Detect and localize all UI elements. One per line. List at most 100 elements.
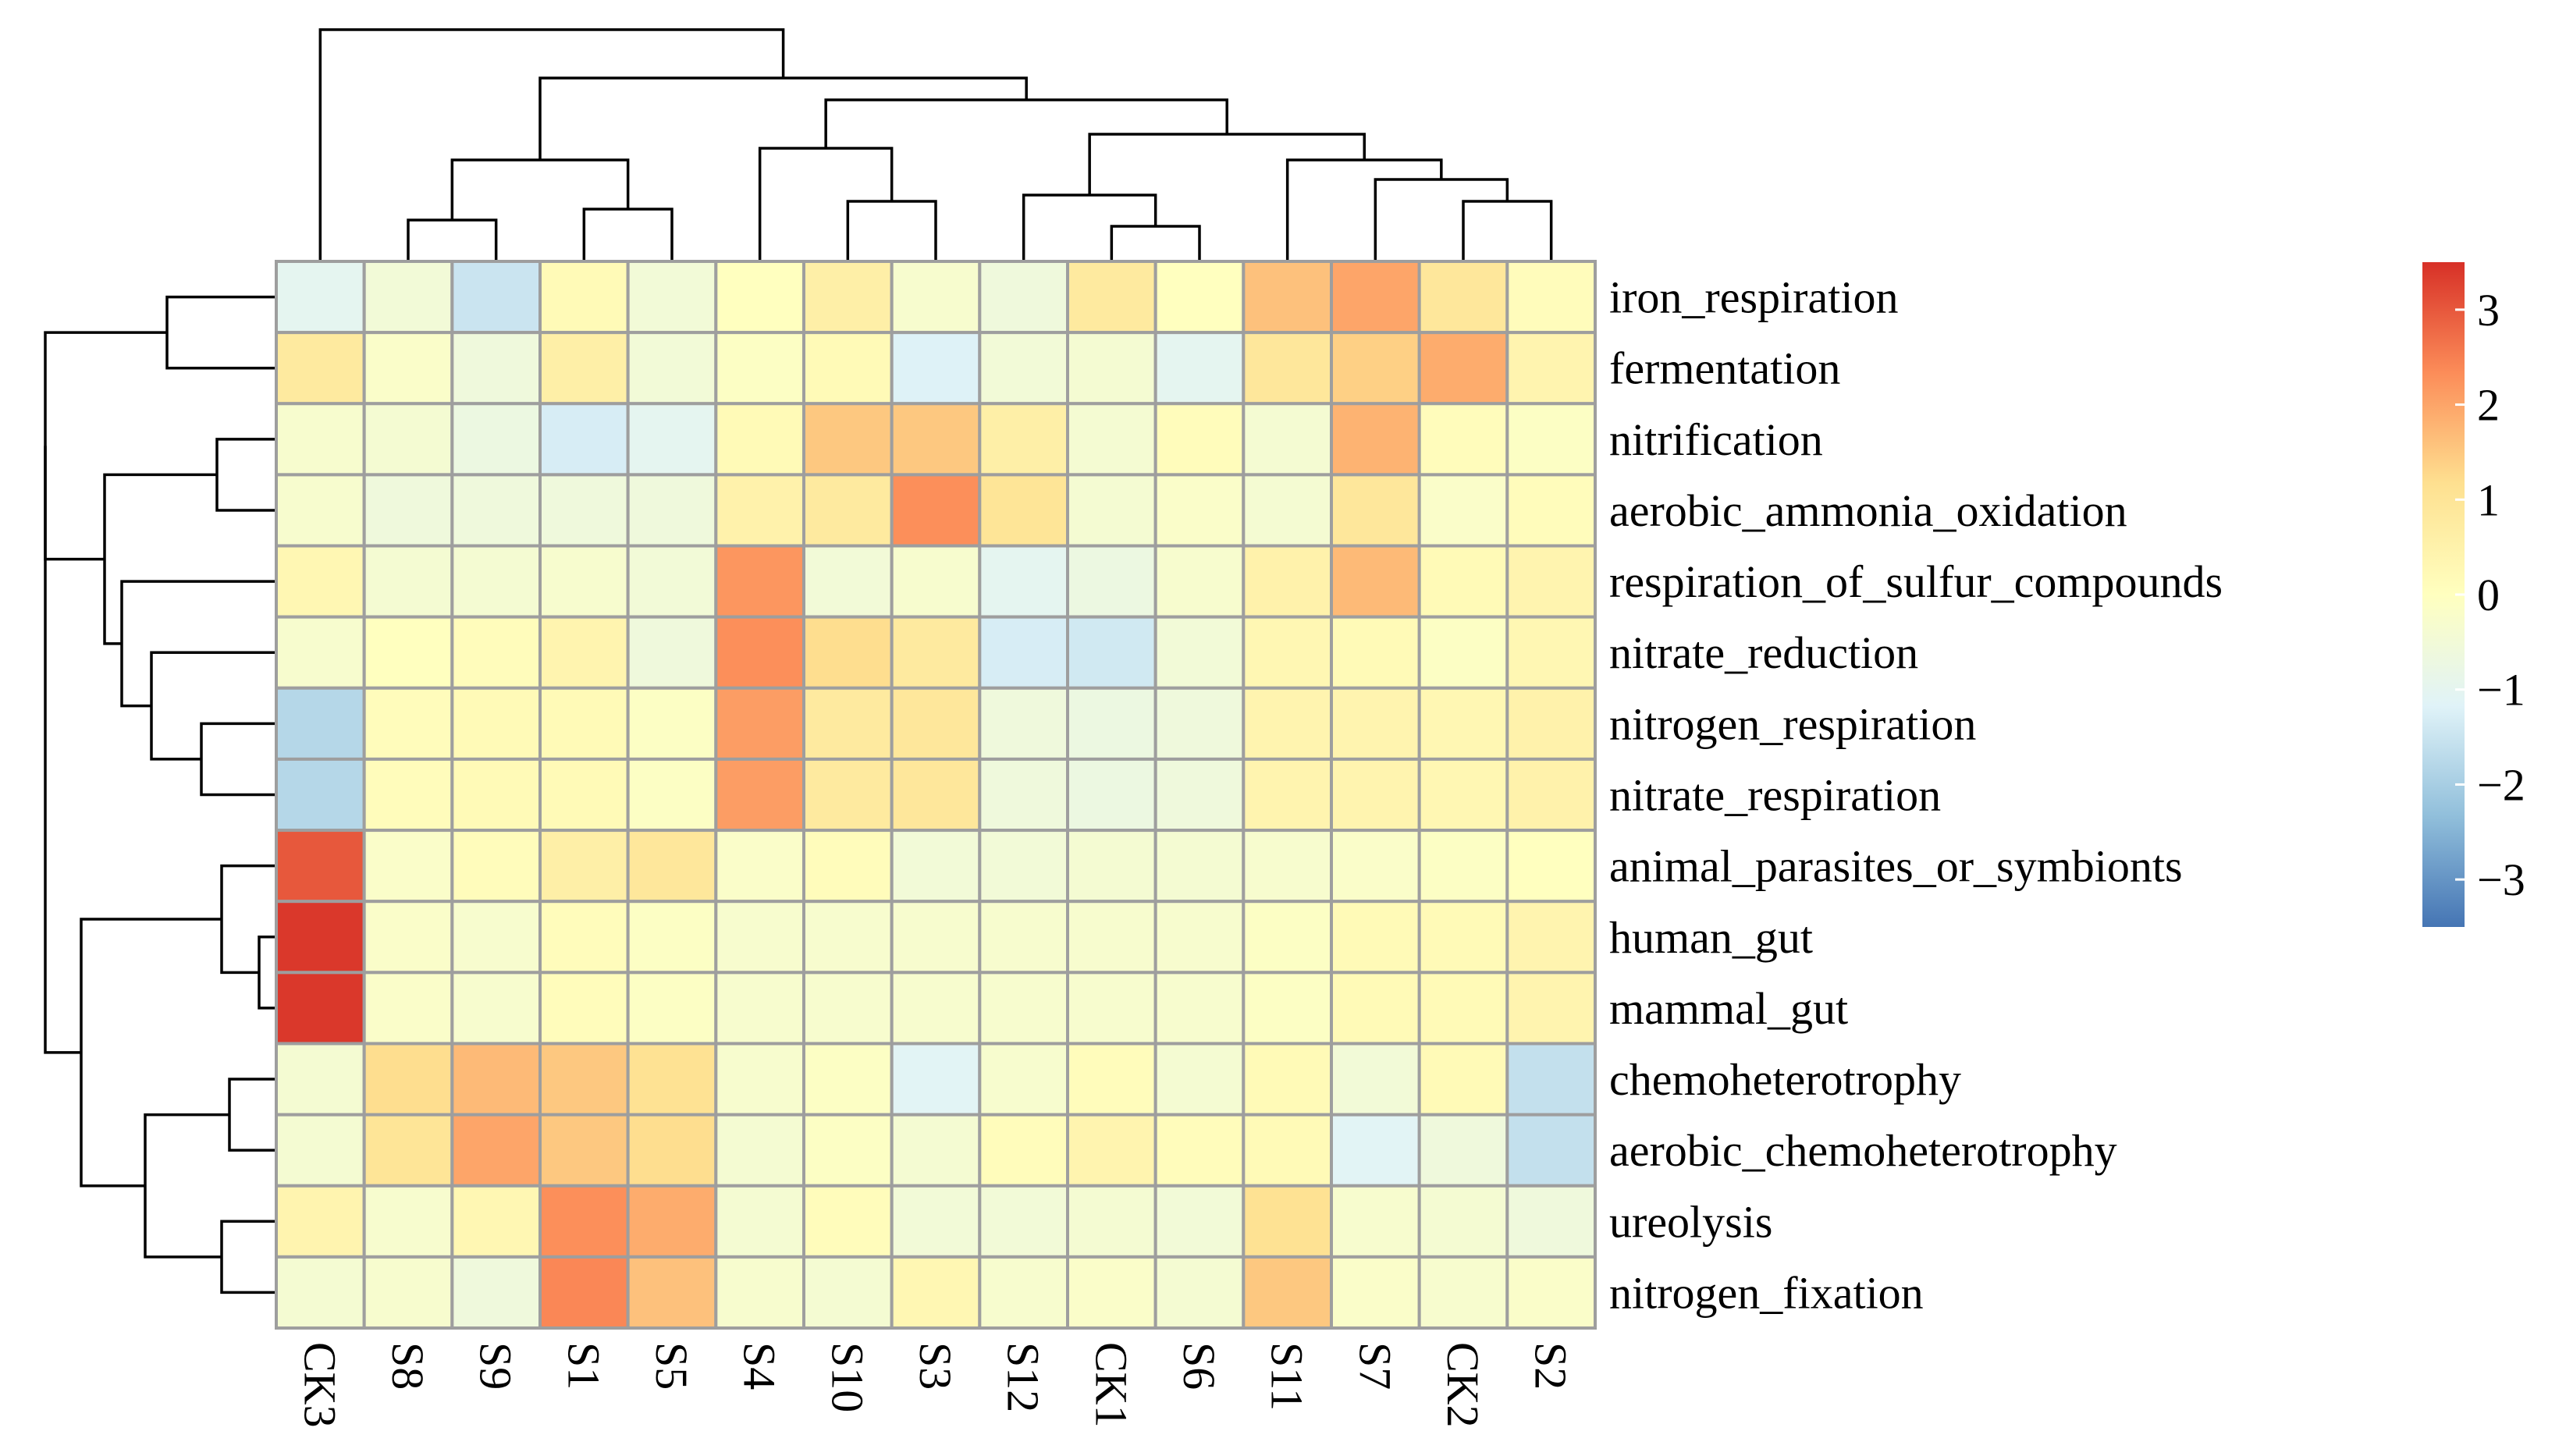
heatmap-cell bbox=[890, 1113, 982, 1188]
column-label: S6 bbox=[1174, 1342, 1224, 1390]
heatmap-cell bbox=[978, 260, 1070, 335]
heatmap-cell bbox=[1242, 260, 1334, 335]
row-label: mammal_gut bbox=[1609, 983, 1848, 1034]
row-dendrogram bbox=[44, 295, 276, 1294]
heatmap-cell bbox=[1505, 260, 1598, 335]
heatmap-cell bbox=[538, 686, 630, 761]
heatmap-cell bbox=[538, 829, 630, 904]
heatmap-cell bbox=[978, 971, 1070, 1046]
heatmap-cell bbox=[1417, 260, 1509, 335]
row-label: iron_respiration bbox=[1609, 272, 1898, 323]
heatmap-cell bbox=[714, 260, 805, 335]
heatmap-cell bbox=[275, 473, 366, 548]
heatmap-cell bbox=[538, 331, 630, 406]
heatmap-cell bbox=[538, 402, 630, 477]
column-label: S4 bbox=[734, 1342, 785, 1390]
heatmap-cell bbox=[1153, 1113, 1246, 1188]
heatmap-cell bbox=[1417, 1184, 1509, 1259]
heatmap-cell bbox=[1242, 1255, 1334, 1330]
heatmap-cell bbox=[450, 900, 542, 975]
row-label: human_gut bbox=[1609, 912, 1813, 963]
heatmap-cell bbox=[890, 615, 982, 690]
heatmap-cell bbox=[1066, 1042, 1157, 1117]
row-label: aerobic_chemoheterotrophy bbox=[1609, 1125, 2117, 1176]
column-labels: CK3 S8 S9 S1 S5 S4 S10 S3 S12 CK1 S6 S11 S7 CK2 S2 bbox=[294, 1342, 1576, 1428]
heatmap-cell bbox=[1417, 615, 1509, 690]
dendrogram-branch bbox=[228, 1078, 276, 1152]
heatmap-cell bbox=[802, 757, 894, 833]
heatmap-cell bbox=[275, 829, 366, 904]
dendrogram-branch bbox=[407, 218, 498, 261]
heatmap-cell bbox=[626, 900, 718, 975]
heatmap-cell bbox=[1330, 1255, 1421, 1330]
heatmap-cell bbox=[1417, 757, 1509, 833]
heatmap-cell bbox=[978, 686, 1070, 761]
heatmap-cell bbox=[450, 1255, 542, 1330]
heatmap-cell bbox=[1153, 829, 1246, 904]
heatmap-cell bbox=[362, 402, 454, 477]
heatmap-cell bbox=[1330, 900, 1421, 975]
heatmap-cell bbox=[1505, 615, 1598, 690]
heatmap-cell bbox=[802, 1255, 894, 1330]
heatmap-cell bbox=[362, 829, 454, 904]
heatmap-cell bbox=[890, 1042, 982, 1117]
heatmap-cell bbox=[890, 829, 982, 904]
heatmap-cell bbox=[450, 829, 542, 904]
heatmap-cell bbox=[1153, 260, 1246, 335]
heatmap-cell bbox=[362, 615, 454, 690]
heatmap-cell bbox=[1505, 1184, 1598, 1259]
heatmap-cell bbox=[538, 473, 630, 548]
dendrogram-branch bbox=[1022, 194, 1157, 261]
heatmap-cell bbox=[362, 757, 454, 833]
heatmap-cell bbox=[538, 260, 630, 335]
heatmap-cell bbox=[978, 1184, 1070, 1259]
heatmap-cell bbox=[978, 1255, 1070, 1330]
heatmap-cell bbox=[1330, 402, 1421, 477]
heatmap-cell bbox=[450, 971, 542, 1046]
heatmap-cell bbox=[1505, 1042, 1598, 1117]
heatmap-cell bbox=[362, 473, 454, 548]
heatmap-cell bbox=[978, 402, 1070, 477]
heatmap-cell bbox=[890, 900, 982, 975]
heatmap-cell bbox=[626, 971, 718, 1046]
heatmap-cell bbox=[538, 971, 630, 1046]
heatmap-cell bbox=[538, 757, 630, 833]
heatmap-cell bbox=[890, 331, 982, 406]
column-label: CK1 bbox=[1086, 1342, 1136, 1428]
heatmap-cell bbox=[1242, 757, 1334, 833]
heatmap-cell bbox=[802, 615, 894, 690]
legend-tick-label: −2 bbox=[2477, 759, 2525, 810]
legend-tick-label: 1 bbox=[2477, 474, 2500, 525]
heatmap-cell bbox=[1330, 615, 1421, 690]
heatmap-cell bbox=[1066, 544, 1157, 619]
row-labels: iron_respiration fermentation nitrificatio… bbox=[1609, 272, 2223, 1319]
heatmap-cell bbox=[450, 1042, 542, 1117]
heatmap-cell bbox=[890, 1255, 982, 1330]
heatmap-cell bbox=[978, 757, 1070, 833]
heatmap-cell bbox=[626, 1113, 718, 1188]
heatmap-cell bbox=[802, 829, 894, 904]
heatmap-cell bbox=[362, 1255, 454, 1330]
heatmap-cell bbox=[538, 544, 630, 619]
heatmap-cell bbox=[1153, 1042, 1246, 1117]
row-label: chemoheterotrophy bbox=[1609, 1054, 1961, 1105]
heatmap-cell bbox=[1066, 1184, 1157, 1259]
dendrogram-branch bbox=[318, 28, 785, 261]
column-dendrogram bbox=[318, 28, 1553, 261]
heatmap-cell bbox=[626, 757, 718, 833]
color-legend: 3 2 1 0 −1 −2 −3 bbox=[2422, 262, 2525, 927]
row-label: aerobic_ammonia_oxidation bbox=[1609, 485, 2127, 536]
heatmap-cell bbox=[978, 331, 1070, 406]
dendrogram-branch bbox=[258, 936, 276, 1010]
heatmap-cell bbox=[714, 829, 805, 904]
heatmap-cell bbox=[802, 971, 894, 1046]
heatmap-cell bbox=[1066, 686, 1157, 761]
legend-tick-label: −1 bbox=[2477, 665, 2525, 716]
column-label: CK2 bbox=[1438, 1342, 1488, 1428]
heatmap-cell bbox=[1066, 900, 1157, 975]
heatmap-cell bbox=[275, 331, 366, 406]
heatmap-cell bbox=[1242, 1042, 1334, 1117]
heatmap-cell bbox=[1066, 1113, 1157, 1188]
heatmap-cell bbox=[450, 473, 542, 548]
row-label: ureolysis bbox=[1609, 1196, 1772, 1247]
